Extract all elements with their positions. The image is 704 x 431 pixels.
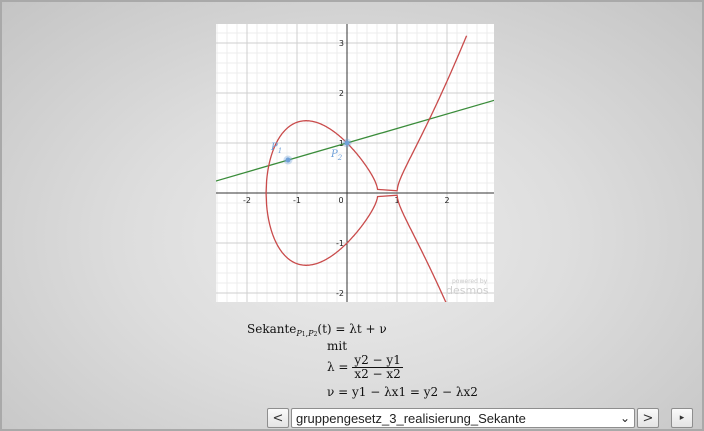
formula-lambda-lhs: λ = xyxy=(327,360,349,374)
point-p2[interactable] xyxy=(344,140,350,146)
prev-slide-button[interactable]: < xyxy=(267,408,289,428)
point-label: P2 xyxy=(330,149,343,162)
formula-lambda-numerator: y2 − y1 xyxy=(352,353,403,368)
graph-svg: -2 -1 0 1 2 3 2 1 -1 -2 P1 P2 powered by desmos xyxy=(216,24,494,302)
formula-lambda-fraction: y2 − y1 x2 − x2 xyxy=(352,354,403,381)
point-p1[interactable] xyxy=(285,157,291,163)
x-tick-label: -2 xyxy=(243,196,251,205)
chevron-down-icon: ⌄ xyxy=(619,411,630,425)
play-button[interactable]: ▸ xyxy=(671,408,693,428)
x-tick-label: 2 xyxy=(444,196,449,205)
watermark-powered-by: powered by xyxy=(452,278,488,285)
y-tick-label: -2 xyxy=(336,289,344,298)
selected-slide-label: gruppengesetz_3_realisierung_Sekante xyxy=(296,410,526,426)
y-tick-label: 3 xyxy=(339,39,344,48)
x-tick-label: 0 xyxy=(338,196,343,205)
formula-nu: ν = y1 − λx1 = y2 − λx2 xyxy=(327,385,478,399)
formula-mit: mit xyxy=(327,339,348,353)
elliptic-curve-lower xyxy=(265,193,447,302)
elliptic-curve-upper xyxy=(265,35,468,193)
y-tick-label: -1 xyxy=(336,239,344,248)
secant-line xyxy=(216,99,494,182)
formula-sekante-word: Sekante xyxy=(247,322,297,336)
x-tick-label: -1 xyxy=(293,196,301,205)
next-slide-button[interactable]: > xyxy=(637,408,659,428)
y-tick-label: 2 xyxy=(339,89,344,98)
y-tick-label: 1 xyxy=(339,139,344,148)
formula-lambda-denominator: x2 − x2 xyxy=(354,367,401,381)
formula-lambda: λ = y2 − y1 x2 − x2 xyxy=(327,354,403,381)
slide-select-dropdown[interactable]: gruppengesetz_3_realisierung_Sekante ⌄ xyxy=(291,408,635,428)
watermark-desmos: desmos xyxy=(446,284,489,297)
x-tick-label: 1 xyxy=(394,196,399,205)
desmos-graph: -2 -1 0 1 2 3 2 1 -1 -2 P1 P2 powered by desmos xyxy=(216,24,494,302)
point-label: P1 xyxy=(270,142,282,155)
formula-line1-rest: (t) = λt + ν xyxy=(317,322,387,336)
formula-line-secant: SekanteP1,P2(t) = λt + ν xyxy=(247,322,387,338)
slide-navigation: < gruppengesetz_3_realisierung_Sekante ⌄… xyxy=(267,408,659,428)
